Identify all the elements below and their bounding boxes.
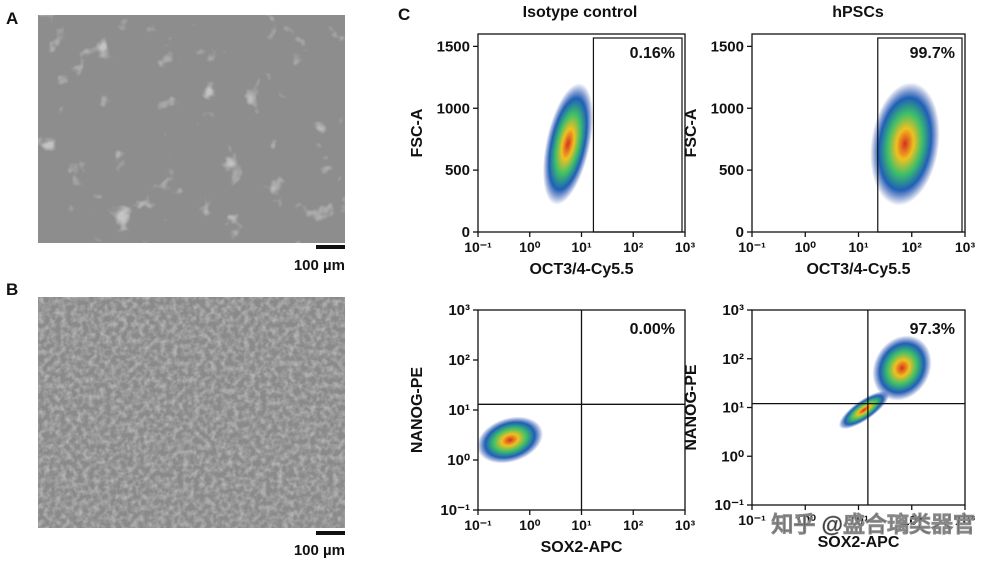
y-axis-label: FSC-A (683, 108, 700, 157)
y-axis-label: FSC-A (409, 108, 426, 157)
column-title: Isotype control (523, 4, 638, 21)
density-cloud (542, 83, 594, 205)
gate-percentage: 99.7% (910, 45, 955, 62)
x-tick-label: 10¹ (848, 239, 869, 255)
x-tick-label: 10⁻¹ (738, 239, 766, 255)
x-tick-label: 10² (902, 239, 923, 255)
y-tick-label: 10⁻¹ (714, 497, 744, 514)
y-tick-label: 500 (445, 162, 470, 179)
gate-percentage: 97.3% (910, 321, 955, 338)
gate (592, 37, 683, 233)
column-title: hPSCs (832, 4, 884, 21)
density-cloud (838, 390, 890, 430)
y-tick-label: 1500 (711, 38, 744, 55)
x-tick-label: 10³ (955, 512, 976, 528)
x-tick-label: 10² (902, 512, 923, 528)
y-tick-label: 10⁰ (447, 452, 470, 469)
y-tick-label: 10² (448, 352, 470, 369)
y-tick-label: 10³ (722, 302, 744, 319)
y-tick-label: 10³ (448, 302, 470, 319)
gate-percentage: 0.16% (630, 45, 675, 62)
x-axis-label: SOX2-APC (541, 539, 623, 556)
x-tick-label: 10⁻¹ (738, 512, 766, 528)
y-tick-label: 1000 (711, 100, 744, 117)
x-tick-label: 10⁻¹ (464, 517, 492, 533)
x-tick-label: 10⁰ (795, 239, 817, 255)
x-axis-label: SOX2-APC (818, 534, 900, 551)
micrograph-texture (38, 15, 345, 243)
x-tick-label: 10² (623, 239, 644, 255)
x-axis-label: OCT3/4-Cy5.5 (529, 261, 633, 278)
density-cloud (476, 416, 544, 464)
x-tick-label: 10⁻¹ (464, 239, 492, 255)
gate (877, 37, 963, 233)
watermark: 知乎 @盛合璃类器官 (771, 512, 975, 537)
x-tick-label: 10² (623, 517, 644, 533)
y-tick-label: 10² (722, 351, 744, 368)
x-tick-label: 10³ (955, 239, 976, 255)
density-cloud (872, 335, 932, 401)
y-tick-label: 10⁻¹ (440, 502, 470, 519)
panel-label: C (398, 5, 410, 24)
y-tick-label: 10¹ (722, 400, 744, 417)
panel-label: A (6, 9, 18, 28)
scale-bar-label: 100 µm (294, 542, 345, 559)
y-tick-label: 10¹ (448, 402, 470, 419)
y-tick-label: 1000 (437, 100, 470, 117)
x-tick-label: 10⁰ (519, 239, 541, 255)
x-tick-label: 10³ (675, 517, 696, 533)
y-tick-label: 10⁰ (721, 448, 744, 465)
x-tick-label: 10⁰ (519, 517, 541, 533)
y-axis-label: NANOG-PE (683, 364, 700, 451)
scale-bar (316, 245, 345, 249)
x-tick-label: 10¹ (848, 512, 869, 528)
gate-percentage: 0.00% (630, 321, 675, 338)
x-tick-label: 10¹ (571, 517, 592, 533)
x-tick-label: 10³ (675, 239, 696, 255)
micrograph-texture (38, 297, 345, 528)
x-tick-label: 10¹ (571, 239, 592, 255)
y-tick-label: 1500 (437, 38, 470, 55)
scale-bar (316, 531, 345, 535)
y-tick-label: 0 (736, 224, 744, 241)
density-cloud (870, 82, 940, 206)
y-axis-label: NANOG-PE (409, 367, 426, 454)
y-tick-label: 0 (462, 224, 470, 241)
x-axis-label: OCT3/4-Cy5.5 (806, 261, 910, 278)
panel-label: B (6, 280, 18, 299)
y-tick-label: 500 (719, 162, 744, 179)
x-tick-label: 10⁰ (795, 512, 817, 528)
scale-bar-label: 100 µm (294, 257, 345, 274)
